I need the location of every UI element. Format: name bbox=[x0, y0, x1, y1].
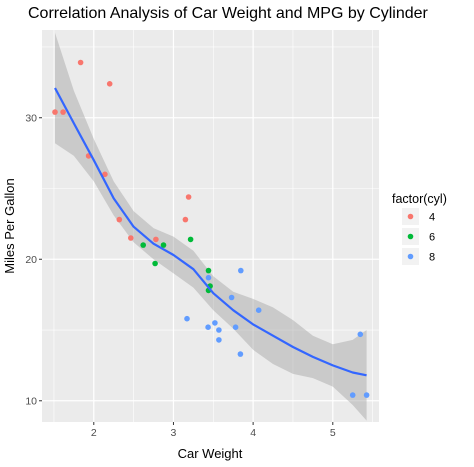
legend-label-4: 4 bbox=[429, 212, 435, 224]
data-point-cyl-4 bbox=[128, 235, 134, 241]
data-point-cyl-8 bbox=[363, 392, 370, 398]
data-point-cyl-8 bbox=[205, 324, 211, 331]
legend-label-6: 6 bbox=[429, 232, 435, 244]
data-point-cyl-8 bbox=[212, 320, 218, 326]
legend-title: factor(cyl) bbox=[392, 192, 447, 206]
confidence-band-area bbox=[55, 32, 367, 421]
x-axis-title: Car Weight bbox=[178, 446, 243, 461]
axis-ticks: 2 3 4 5 10 20 30 bbox=[25, 112, 336, 439]
data-point-cyl-6 bbox=[160, 242, 167, 248]
data-point-cyl-4 bbox=[185, 194, 192, 200]
x-tick-label: 5 bbox=[330, 427, 336, 439]
smooth-line-group bbox=[54, 87, 367, 377]
y-tick-label: 30 bbox=[25, 112, 37, 124]
confidence-band bbox=[55, 32, 367, 421]
legend-label-8: 8 bbox=[429, 252, 435, 264]
data-point-cyl-8 bbox=[349, 392, 356, 398]
data-points bbox=[52, 59, 370, 398]
data-point-cyl-8 bbox=[238, 267, 244, 274]
y-axis-title: Miles Per Gallon bbox=[2, 178, 17, 273]
data-point-cyl-4 bbox=[102, 171, 108, 178]
data-point-cyl-8 bbox=[216, 327, 222, 333]
legend: factor(cyl) 4 6 8 bbox=[392, 192, 447, 265]
data-point-cyl-8 bbox=[205, 274, 212, 281]
smooth-line bbox=[54, 87, 367, 377]
x-tick-label: 2 bbox=[91, 427, 97, 439]
data-point-cyl-6 bbox=[152, 260, 158, 267]
legend-swatch-8 bbox=[407, 253, 414, 260]
y-tick-label: 20 bbox=[25, 254, 37, 266]
y-tick-label: 10 bbox=[25, 395, 37, 407]
data-point-cyl-8 bbox=[216, 337, 222, 343]
data-point-cyl-6 bbox=[205, 267, 212, 274]
data-point-cyl-4 bbox=[116, 216, 123, 223]
data-point-cyl-4 bbox=[60, 109, 66, 115]
data-point-cyl-4 bbox=[106, 81, 113, 87]
legend-swatch-6 bbox=[407, 233, 414, 240]
data-point-cyl-8 bbox=[184, 315, 190, 322]
legend-entries: 4 6 8 bbox=[402, 208, 435, 265]
data-point-cyl-4 bbox=[77, 59, 84, 66]
x-tick-label: 3 bbox=[171, 427, 177, 439]
data-point-cyl-4 bbox=[182, 216, 189, 223]
grid-lines bbox=[42, 30, 379, 422]
data-point-cyl-4 bbox=[52, 109, 58, 115]
legend-swatch-4 bbox=[407, 213, 414, 220]
plot-panel bbox=[42, 30, 379, 422]
data-point-cyl-8 bbox=[232, 324, 239, 331]
data-point-cyl-6 bbox=[140, 242, 146, 248]
x-tick-label: 4 bbox=[250, 427, 256, 439]
data-point-cyl-6 bbox=[187, 236, 194, 243]
data-point-cyl-8 bbox=[228, 294, 235, 301]
data-point-cyl-8 bbox=[357, 331, 364, 338]
data-point-cyl-8 bbox=[255, 307, 262, 314]
chart-title: Correlation Analysis of Car Weight and M… bbox=[28, 5, 429, 22]
data-point-cyl-4 bbox=[153, 236, 159, 243]
data-point-cyl-8 bbox=[237, 351, 244, 357]
